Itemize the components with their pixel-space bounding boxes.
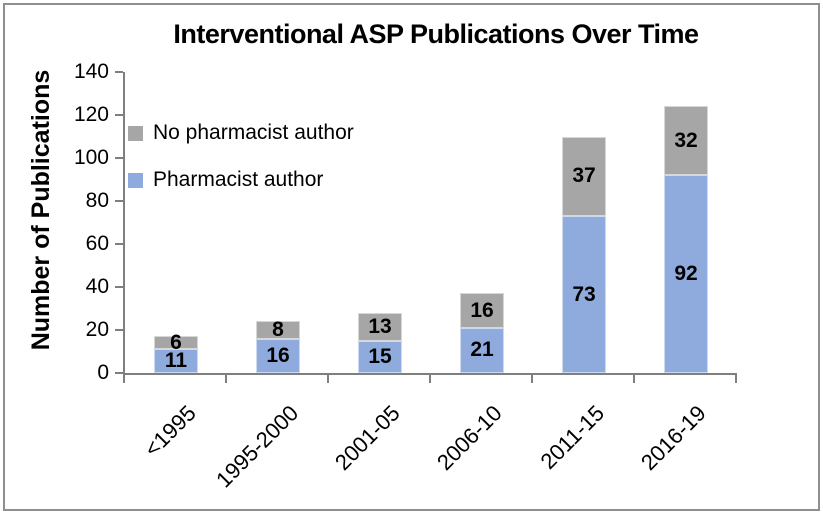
bar-segment-pharmacist-author xyxy=(460,327,504,373)
legend-label-no-pharmacist-author: No pharmacist author xyxy=(153,121,354,144)
bar-segment-no-pharmacist-author xyxy=(460,293,504,328)
y-tick-label: 100 xyxy=(73,146,109,169)
y-tick xyxy=(115,200,123,202)
bar-value-label: 32 xyxy=(674,128,698,152)
bar-value-label: 13 xyxy=(368,314,392,338)
y-tick-label: 40 xyxy=(85,275,109,298)
y-tick-label: 0 xyxy=(97,361,109,384)
bar-segment-no-pharmacist-author xyxy=(358,312,402,341)
y-tick-label: 20 xyxy=(85,318,109,341)
y-tick-label: 80 xyxy=(85,189,109,212)
x-tick xyxy=(429,375,431,383)
x-tick-label: 2011-15 xyxy=(535,400,609,474)
bar-segment-pharmacist-author xyxy=(154,349,198,373)
plot-area: 0 20 40 60 80 100 120 140 11 6 <1995 16 8 1995-2000 15… xyxy=(5,5,818,509)
legend-item-no-pharmacist-author: No pharmacist author xyxy=(128,119,354,147)
y-tick xyxy=(115,243,123,245)
bar-value-label: 16 xyxy=(266,343,290,367)
y-tick-label: 60 xyxy=(85,232,109,255)
bar-segment-pharmacist-author xyxy=(664,175,708,373)
y-tick-label: 120 xyxy=(73,103,109,126)
x-tick xyxy=(735,375,737,383)
y-tick xyxy=(115,329,123,331)
y-axis-line xyxy=(123,72,125,375)
bar-value-label: 6 xyxy=(170,330,182,354)
bar-value-label: 11 xyxy=(164,349,188,373)
bar-segment-pharmacist-author xyxy=(256,338,300,373)
legend-swatch-pharmacist-icon xyxy=(128,172,143,188)
y-tick xyxy=(115,157,123,159)
y-tick xyxy=(115,71,123,73)
x-tick xyxy=(225,375,227,383)
bar-value-label: 15 xyxy=(368,344,392,368)
legend-item-pharmacist-author: Pharmacist author xyxy=(128,166,354,194)
x-tick-label: 2006-10 xyxy=(432,400,507,476)
bar-segment-no-pharmacist-author xyxy=(154,336,198,350)
legend-swatch-no-pharmacist-icon xyxy=(128,125,143,141)
bar-value-label: 8 xyxy=(272,318,284,341)
x-tick-label: 2016-19 xyxy=(636,400,711,476)
bar-segment-no-pharmacist-author xyxy=(664,106,708,176)
x-tick-label: <1995 xyxy=(139,400,201,462)
bar-segment-no-pharmacist-author xyxy=(256,321,300,339)
legend: No pharmacist author Pharmacist author xyxy=(128,119,354,213)
x-tick-label: 1995-2000 xyxy=(210,400,303,493)
x-axis-line xyxy=(123,373,737,375)
bar-segment-no-pharmacist-author xyxy=(562,136,606,217)
bar-value-label: 21 xyxy=(470,338,494,362)
bar-value-label: 73 xyxy=(572,282,596,306)
y-tick xyxy=(115,114,123,116)
x-tick xyxy=(531,375,533,383)
x-tick xyxy=(123,375,125,383)
chart-frame: Interventional ASP Publications Over Tim… xyxy=(3,3,820,511)
bar-value-label: 37 xyxy=(572,164,596,188)
x-tick-label: 2001-05 xyxy=(330,400,405,476)
bar-segment-pharmacist-author xyxy=(562,216,606,373)
y-tick xyxy=(115,286,123,288)
x-tick xyxy=(327,375,329,383)
bar-value-label: 16 xyxy=(470,298,494,322)
y-tick xyxy=(115,372,123,374)
y-tick-label: 140 xyxy=(73,60,109,83)
bar-value-label: 92 xyxy=(674,262,698,286)
x-tick xyxy=(633,375,635,383)
legend-label-pharmacist-author: Pharmacist author xyxy=(153,168,324,191)
bar-segment-pharmacist-author xyxy=(358,340,402,373)
chart-title: Interventional ASP Publications Over Tim… xyxy=(173,19,699,49)
